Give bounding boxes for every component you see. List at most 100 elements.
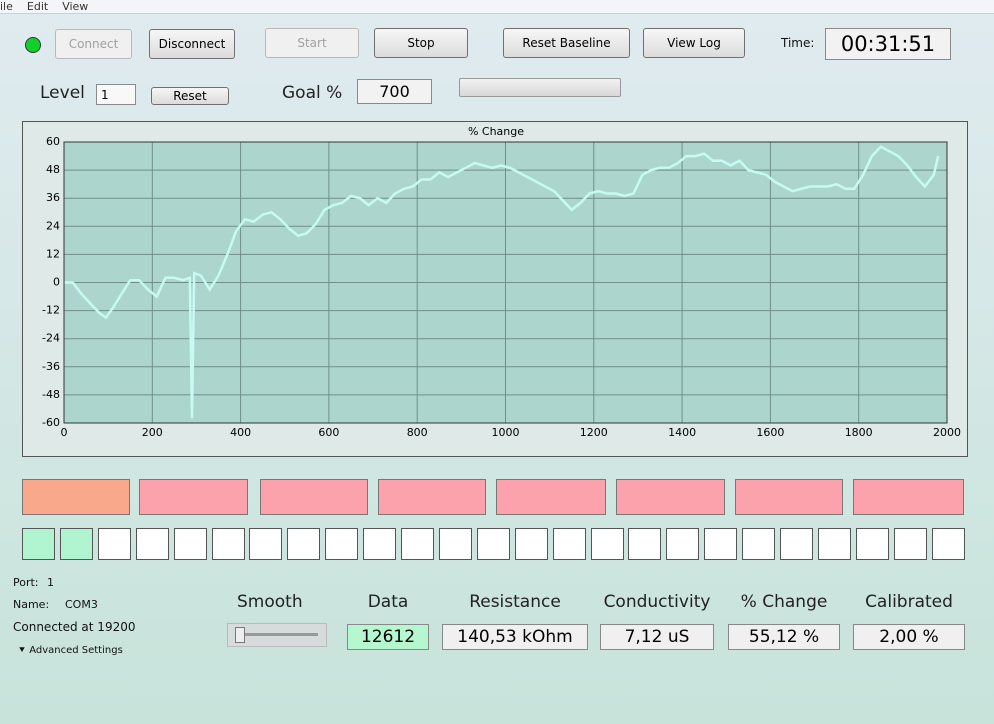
- x-tick-label: 1200: [580, 426, 608, 439]
- x-tick-label: 2000: [933, 426, 961, 439]
- menu-item[interactable]: ile: [0, 0, 13, 13]
- advanced-settings[interactable]: ⯆ Advanced Settings: [18, 645, 123, 656]
- goal-label: Goal %: [282, 83, 343, 103]
- goal-value: 700: [357, 79, 432, 104]
- x-tick-label: 1000: [492, 426, 520, 439]
- indicator-large: [616, 479, 725, 515]
- indicator-small: [666, 528, 700, 560]
- readout-value: 55,12 %: [728, 624, 840, 650]
- disconnect-button[interactable]: Disconnect: [149, 29, 235, 59]
- indicator-small: [401, 528, 434, 560]
- indicator-small: [893, 528, 927, 560]
- indicator-small: [249, 528, 283, 560]
- x-tick-label: 0: [61, 426, 68, 439]
- indicator-small: [514, 528, 548, 560]
- slider-track: [236, 633, 318, 636]
- smooth-slider[interactable]: [227, 623, 327, 647]
- readout-label: Conductivity: [603, 592, 711, 612]
- x-tick-label: 1800: [845, 426, 873, 439]
- x-tick-label: 800: [407, 426, 428, 439]
- connection-status: Connected at 19200: [13, 620, 136, 634]
- indicator-large: [139, 479, 248, 515]
- indicator-small: [742, 528, 776, 560]
- indicator-small: [211, 528, 245, 560]
- view-log-button[interactable]: View Log: [643, 28, 745, 58]
- time-label: Time:: [781, 36, 815, 50]
- menu-item[interactable]: View: [62, 0, 89, 13]
- indicator-large: [260, 479, 368, 515]
- start-button[interactable]: Start: [265, 28, 359, 58]
- indicator-small: [135, 528, 169, 560]
- indicator-small: [552, 528, 586, 560]
- indicator-large: [496, 479, 606, 515]
- indicator-small: [931, 528, 965, 560]
- indicator-small: [590, 528, 624, 560]
- port-label: Port:: [13, 576, 39, 589]
- y-tick-label: -60: [42, 416, 60, 429]
- status-led: [25, 37, 41, 53]
- indicator-small: [287, 528, 321, 560]
- plot-border: [63, 141, 948, 424]
- readout-label: % Change: [740, 592, 828, 612]
- data-line: [64, 145, 940, 419]
- indicator-large: [853, 479, 964, 515]
- y-tick-label: 36: [46, 191, 60, 204]
- readout-label: Resistance: [469, 592, 561, 612]
- y-tick-label: 0: [53, 276, 60, 289]
- x-tick-label: 1600: [756, 426, 784, 439]
- advanced-settings-label: Advanced Settings: [29, 645, 123, 656]
- x-tick-label: 200: [142, 426, 163, 439]
- stop-button[interactable]: Stop: [374, 28, 468, 58]
- indicator-large: [378, 479, 486, 515]
- level-label: Level: [40, 83, 85, 103]
- name-label: Name:: [13, 598, 50, 611]
- indicator-small: [97, 528, 131, 560]
- x-tick-label: 1400: [668, 426, 696, 439]
- readout-value: 140,53 kOhm: [442, 624, 588, 650]
- y-tick-label: 24: [46, 219, 60, 232]
- indicator-large: [22, 479, 130, 515]
- y-tick-label: -24: [42, 332, 60, 345]
- indicator-small: [438, 528, 472, 560]
- name-value: COM3: [65, 598, 98, 611]
- readout-value: 2,00 %: [853, 624, 965, 650]
- indicator-small: [817, 528, 851, 560]
- level-input[interactable]: 1: [96, 84, 136, 105]
- readout-label: Data: [367, 592, 409, 612]
- expand-icon: ⯆: [18, 645, 30, 656]
- chart-title: % Change: [468, 125, 524, 138]
- indicator-small: [173, 528, 207, 560]
- indicator-large: [735, 479, 843, 515]
- indicator-small: [704, 528, 738, 560]
- indicator-small: [22, 528, 55, 560]
- indicator-small: [325, 528, 359, 560]
- x-tick-label: 600: [318, 426, 339, 439]
- y-tick-label: -48: [42, 388, 60, 401]
- y-tick-label: 48: [46, 163, 60, 176]
- y-tick-label: 12: [46, 247, 60, 260]
- port-value: 1: [47, 576, 54, 589]
- connect-button[interactable]: Connect: [55, 29, 132, 59]
- indicator-small: [476, 528, 510, 560]
- slider-thumb[interactable]: [235, 627, 245, 643]
- indicator-small: [628, 528, 662, 560]
- y-tick-label: 60: [46, 135, 60, 148]
- y-tick-label: -36: [42, 360, 60, 373]
- readout-value: 12612: [347, 624, 429, 650]
- progress-bar: [459, 78, 621, 97]
- menu-bar: ile Edit View: [0, 0, 994, 14]
- indicator-small: [855, 528, 889, 560]
- menu-item[interactable]: Edit: [26, 0, 49, 13]
- indicator-small: [363, 528, 397, 560]
- x-tick-label: 400: [230, 426, 251, 439]
- indicator-small: [59, 528, 93, 560]
- smooth-label: Smooth: [237, 592, 303, 612]
- level-reset-button[interactable]: Reset: [151, 87, 229, 105]
- readout-label: Calibrated: [865, 592, 953, 612]
- reset-baseline-button[interactable]: Reset Baseline: [503, 28, 630, 58]
- indicator-small: [780, 528, 813, 560]
- y-tick-label: -12: [42, 304, 60, 317]
- time-value: 00:31:51: [825, 28, 951, 60]
